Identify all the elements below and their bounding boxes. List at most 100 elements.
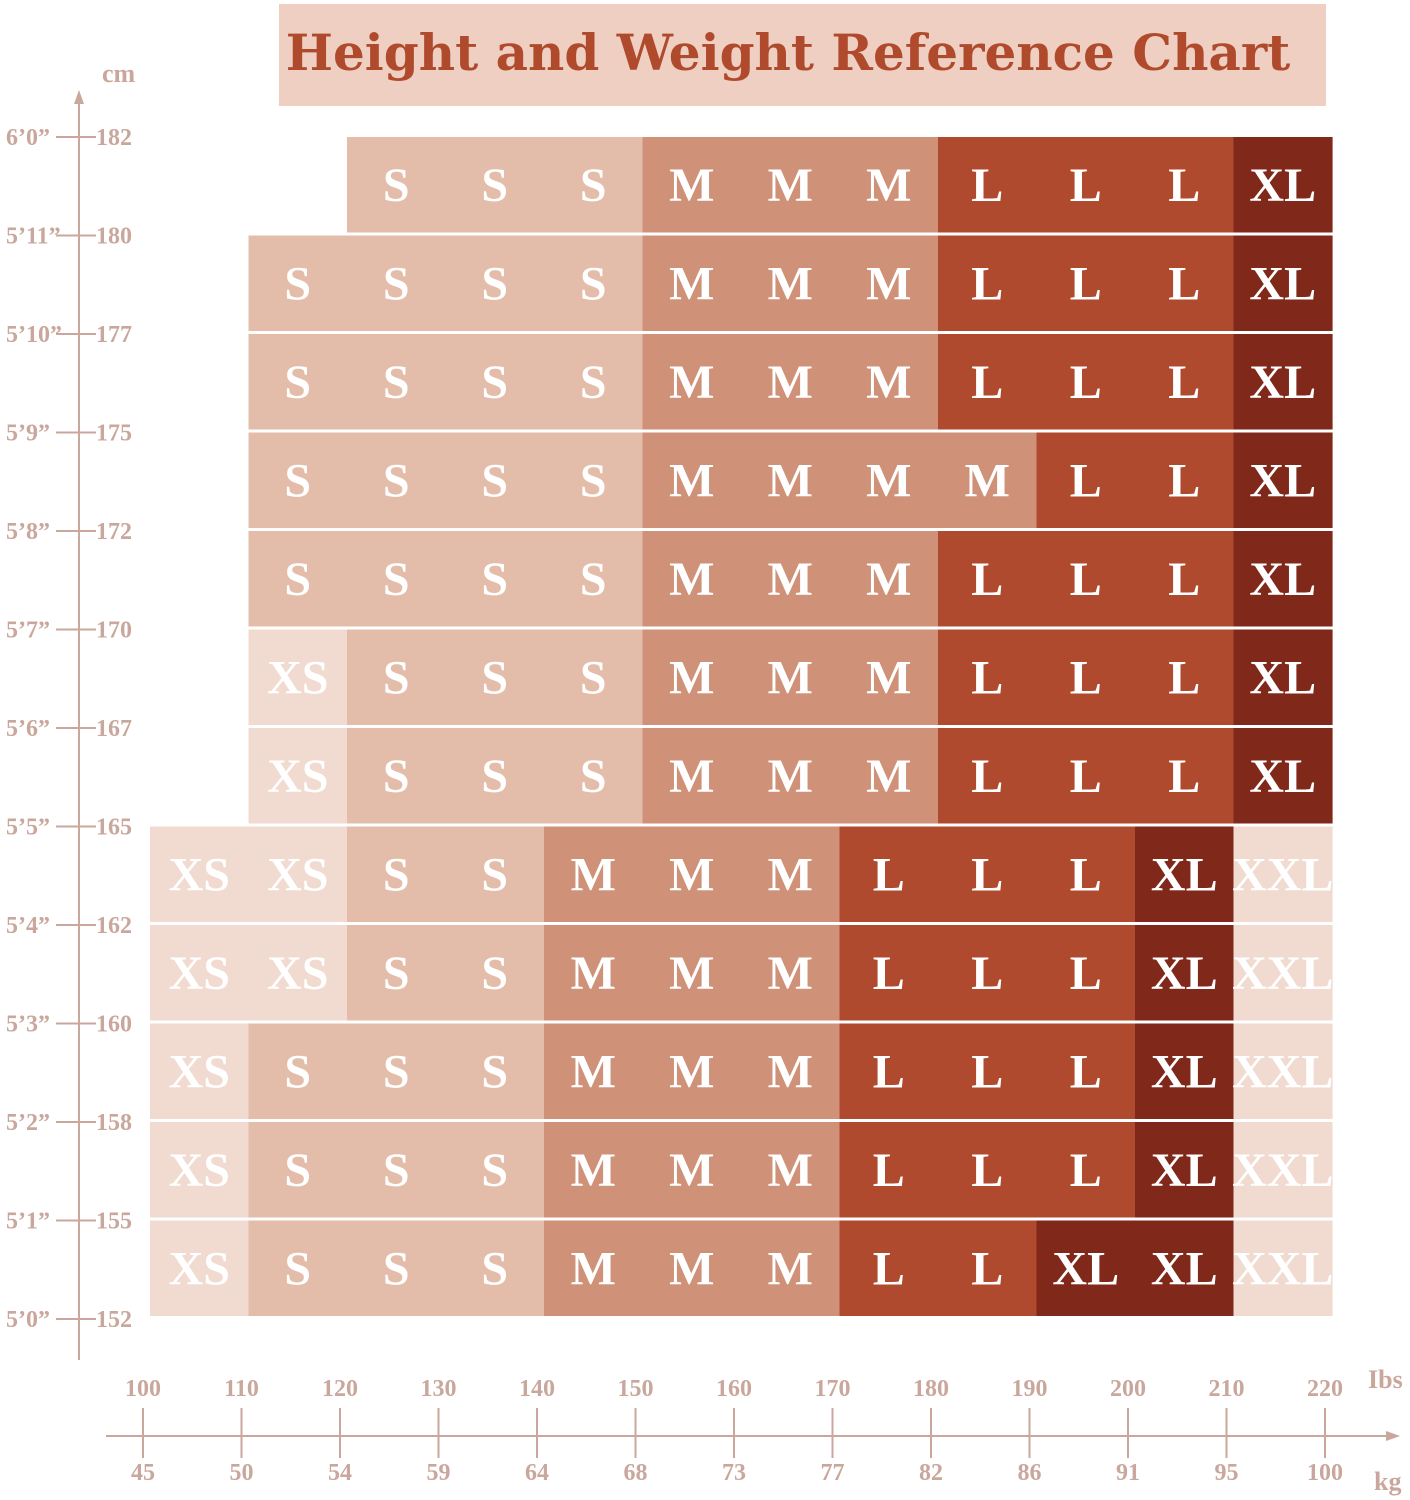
size-cell-label: L [873,1144,905,1197]
size-cell: S [347,1122,447,1218]
size-cell-label: S [284,1144,311,1197]
size-cell-label: S [481,947,508,1000]
size-cell-background [938,1220,1038,1316]
weight-tick-lbs-label: 100 [125,1376,161,1402]
size-cell-background [445,728,545,824]
size-cell-label: XL [1151,1144,1218,1197]
size-cell-background [938,629,1038,725]
size-cell-label: S [481,651,508,704]
size-cell-background [1036,334,1136,430]
size-cell-label: L [971,651,1003,704]
height-tick: 5’2” 158 [6,1110,132,1136]
size-cell: XL [1233,137,1333,233]
size-cell-label: XL [1151,1242,1218,1295]
weight-tick-lbs-label: 180 [913,1376,949,1402]
size-cell: M [642,432,742,528]
weight-tick-kg-label: 64 [525,1460,549,1486]
size-cell-background [1036,235,1136,331]
size-cell-background [248,1220,348,1316]
size-cell-label: S [481,356,508,409]
size-cell-label: S [383,356,410,409]
weight-tick-lbs-label: 150 [618,1376,654,1402]
size-cell-background [741,137,841,233]
size-cell-background [1036,1023,1136,1119]
weight-tick-kg-label: 45 [131,1460,155,1486]
height-tick-cm-label: 155 [96,1209,132,1235]
size-cell-label: S [383,1045,410,1098]
size-cell-label: L [1168,553,1200,606]
size-cell: M [544,826,644,922]
size-cell-label: S [383,848,410,901]
size-cell: S [544,531,644,627]
size-row: XS XS S S M M M L L L XL XXL [150,925,1333,1021]
weight-tick-kg-label: 68 [624,1460,648,1486]
size-cell-background [741,1023,841,1119]
size-cell-background [1135,137,1235,233]
size-cell: L [938,531,1038,627]
height-tick-feet-label: 5’5” [6,815,50,841]
size-cell-label: XS [267,651,328,704]
size-cell: XL [1233,531,1333,627]
size-cell-label: XS [267,947,328,1000]
size-cell: S [445,1122,545,1218]
height-tick-cm-label: 180 [96,224,132,250]
size-cell: L [1036,432,1136,528]
size-cell-label: S [481,159,508,212]
size-cell: XL [1233,235,1333,331]
size-cell-background [347,334,447,430]
size-cell: S [347,629,447,725]
size-cell-background [741,432,841,528]
size-cell-background [938,728,1038,824]
weight-tick: 200 91 [1110,1376,1146,1486]
size-cell-label: L [1168,454,1200,507]
size-cell-label: S [481,1242,508,1295]
size-cell-background [938,235,1038,331]
size-cell-label: M [571,1144,616,1197]
size-cell: XL [1233,629,1333,725]
size-cell: S [248,432,348,528]
height-tick: 5’1” 155 [6,1209,132,1235]
height-tick: 5’5” 165 [6,815,132,841]
size-cell: L [1036,826,1136,922]
size-cell: S [347,432,447,528]
size-cell: L [938,728,1038,824]
size-cell-label: M [571,1045,616,1098]
size-cell-label: L [1070,159,1102,212]
size-cell-label: M [768,1045,813,1098]
size-cell: L [938,629,1038,725]
size-cell: S [248,334,348,430]
size-cell-background [642,1023,742,1119]
size-cell: S [445,531,545,627]
height-tick-feet-label: 5’6” [6,716,50,742]
size-cell-background [544,629,644,725]
size-cell: XL [1233,432,1333,528]
weight-tick-kg-label: 91 [1116,1460,1140,1486]
size-cell-label: XS [169,947,230,1000]
size-cell-label: M [669,947,714,1000]
size-cell-label: S [481,257,508,310]
size-cell: M [642,334,742,430]
size-cell: L [938,1220,1038,1316]
size-cell-label: M [669,356,714,409]
weight-tick-lbs-label: 130 [421,1376,457,1402]
size-cell: S [347,334,447,430]
size-cell-label: S [383,553,410,606]
size-cell-label: M [965,454,1010,507]
size-cell-background [150,1122,250,1218]
size-cell: M [839,235,939,331]
x-axis-kg-unit-label: kg [1374,1467,1401,1496]
weight-tick-lbs-label: 170 [815,1376,851,1402]
size-cell-label: L [971,159,1003,212]
size-cell: XL [1135,826,1235,922]
size-cell-background [1036,432,1136,528]
size-cell: S [248,1023,348,1119]
size-cell-background [445,1023,545,1119]
size-cell: XXL [1232,1220,1333,1316]
size-cell-background [1233,629,1333,725]
size-cell-label: XXL [1232,1144,1333,1197]
size-cell-label: L [873,848,905,901]
size-cell-background [1135,1122,1235,1218]
size-cell-background [445,925,545,1021]
size-cell-label: L [1070,651,1102,704]
size-cell-label: XS [267,848,328,901]
